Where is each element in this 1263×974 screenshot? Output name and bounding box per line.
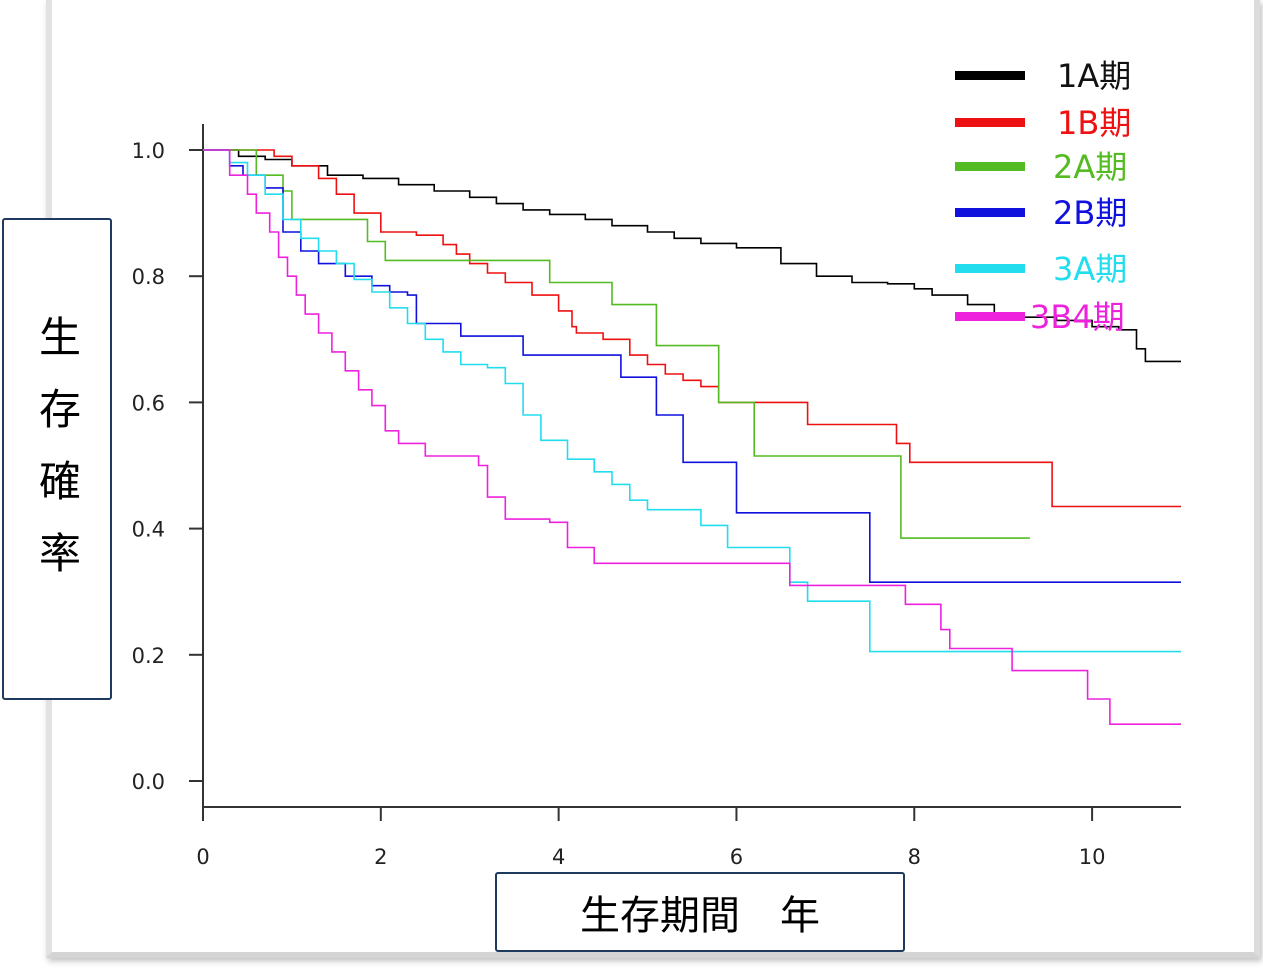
legend-label-1: 1A期 xyxy=(1057,57,1131,95)
series-line-6 xyxy=(203,149,1181,725)
legend-swatch-3 xyxy=(955,162,1025,171)
x-tick-label: 8 xyxy=(908,845,921,869)
x-axis-label: 生存期間 年 xyxy=(580,893,820,939)
x-tick-label: 2 xyxy=(374,845,387,869)
y-tick-label: 0.8 xyxy=(132,265,165,289)
series-line-1 xyxy=(203,149,1181,363)
series-line-4 xyxy=(203,149,1181,583)
x-tick-label: 6 xyxy=(730,845,743,869)
y-axis-label-box: 生存確率 xyxy=(2,218,112,700)
x-tick-label: 10 xyxy=(1079,845,1106,869)
chart-series xyxy=(203,149,1181,725)
legend-swatch-2 xyxy=(955,118,1025,127)
y-tick-label: 1.0 xyxy=(132,139,165,163)
legend-swatch-6 xyxy=(955,312,1025,321)
x-axis-label-box: 生存期間 年 xyxy=(495,872,905,952)
legend-label-4: 2B期 xyxy=(1053,194,1127,232)
chart-legend: 1A期 1B期 2A期 2B期 3A期 3B4期 xyxy=(955,57,1131,336)
legend-label-2: 1B期 xyxy=(1057,104,1131,142)
legend-label-5: 3A期 xyxy=(1053,250,1127,288)
slide-frame xyxy=(46,0,1260,958)
y-tick-label: 0.0 xyxy=(132,770,165,794)
y-tick-label: 0.2 xyxy=(132,644,165,668)
y-tick-label: 0.4 xyxy=(132,518,165,542)
x-tick-label: 0 xyxy=(196,845,209,869)
legend-label-3: 2A期 xyxy=(1053,148,1127,186)
chart-axes: 0.0 0.2 0.4 0.6 0.8 1.0 0 2 4 6 8 10 xyxy=(132,124,1181,869)
legend-swatch-5 xyxy=(955,264,1025,273)
y-axis-label: 生存確率 xyxy=(32,315,82,603)
y-tick-label: 0.6 xyxy=(132,391,165,415)
legend-swatch-4 xyxy=(955,208,1025,217)
legend-swatch-1 xyxy=(955,71,1025,80)
x-tick-label: 4 xyxy=(552,845,565,869)
series-line-3 xyxy=(203,149,1030,539)
legend-label-6: 3B4期 xyxy=(1030,298,1125,336)
series-line-5 xyxy=(203,149,1181,653)
